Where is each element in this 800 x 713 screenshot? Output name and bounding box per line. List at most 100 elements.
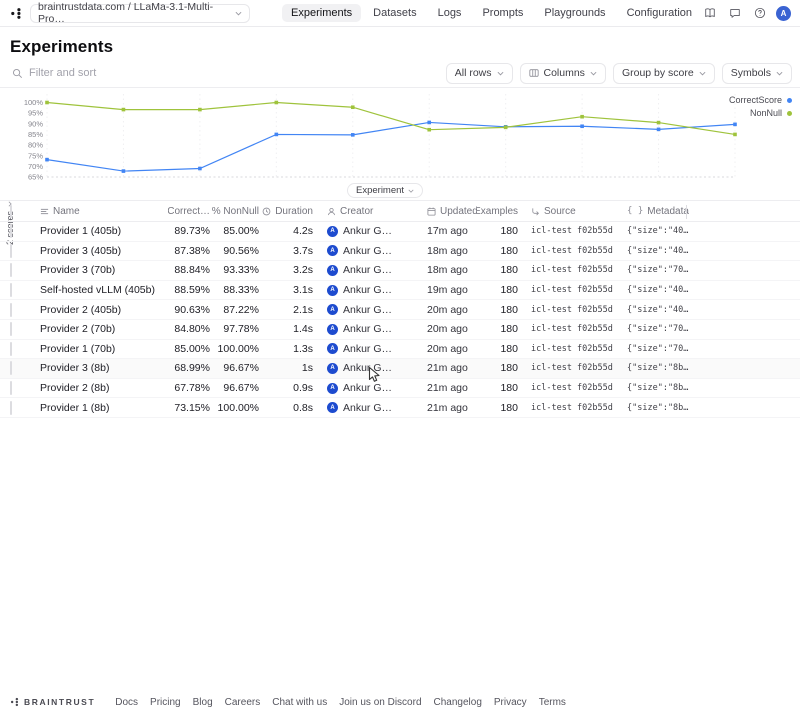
metadata-cell[interactable]: {"size":"70… bbox=[627, 324, 689, 335]
tab-logs[interactable]: Logs bbox=[437, 7, 462, 19]
experiment-name[interactable]: Provider 3 (70b) bbox=[40, 264, 116, 277]
select-all-checkbox[interactable] bbox=[10, 204, 12, 218]
experiment-name[interactable]: Provider 1 (8b) bbox=[40, 401, 110, 414]
row-checkbox[interactable] bbox=[10, 400, 12, 415]
duration: 0.9s bbox=[293, 382, 313, 395]
source-cell[interactable]: icl-test f02b55d bbox=[531, 285, 613, 296]
column-header-examples[interactable]: #Examples bbox=[477, 205, 518, 217]
column-header-nonnull[interactable]: %% NonNull bbox=[211, 205, 259, 217]
source-cell[interactable]: icl-test f02b55d bbox=[531, 383, 613, 394]
footer-link-join-us-on-discord[interactable]: Join us on Discord bbox=[339, 696, 422, 708]
table-row[interactable]: Provider 1 (405b) 89.73% 85.00% 4.2s A Ankur … bbox=[0, 222, 800, 242]
table-row[interactable]: Provider 3 (405b) 87.38% 90.56% 3.7s A Ankur … bbox=[0, 242, 800, 262]
footer-link-privacy[interactable]: Privacy bbox=[493, 696, 527, 708]
experiment-name[interactable]: Provider 1 (405b) bbox=[40, 225, 122, 238]
column-header-correct[interactable]: %% Correct… bbox=[168, 205, 210, 217]
row-checkbox[interactable] bbox=[10, 341, 12, 356]
table-row[interactable]: Provider 1 (70b) 85.00% 100.00% 1.3s A Ankur … bbox=[0, 340, 800, 360]
nav-tabs: Experiments Datasets Logs Prompts Playground… bbox=[282, 4, 701, 22]
metadata-cell[interactable]: {"size":"8b… bbox=[627, 363, 689, 374]
row-checkbox[interactable] bbox=[10, 322, 12, 337]
column-header-source[interactable]: Source bbox=[518, 206, 617, 217]
search-icon bbox=[12, 68, 23, 79]
tab-playgrounds[interactable]: Playgrounds bbox=[544, 7, 606, 19]
row-checkbox[interactable] bbox=[10, 263, 12, 278]
footer-link-terms[interactable]: Terms bbox=[538, 696, 566, 708]
table-body: Provider 1 (405b) 89.73% 85.00% 4.2s A Ankur … bbox=[0, 222, 800, 418]
user-avatar[interactable]: A bbox=[776, 5, 791, 21]
legend-item-correctscore[interactable]: CorrectScore bbox=[729, 95, 792, 105]
source-cell[interactable]: icl-test f02b55d bbox=[531, 363, 613, 374]
metadata-cell[interactable]: {"size":"40… bbox=[627, 245, 689, 256]
row-checkbox[interactable] bbox=[10, 283, 12, 298]
column-resize-handle[interactable] bbox=[686, 205, 687, 219]
all-rows-button[interactable]: All rows bbox=[445, 62, 513, 84]
row-checkbox[interactable] bbox=[10, 381, 12, 396]
experiment-name[interactable]: Provider 2 (405b) bbox=[40, 303, 122, 316]
row-checkbox[interactable] bbox=[10, 224, 12, 239]
source-cell[interactable]: icl-test f02b55d bbox=[531, 402, 613, 413]
filter-search-input[interactable] bbox=[29, 67, 329, 79]
nonnull-score: 85.00% bbox=[223, 225, 259, 238]
footer-link-changelog[interactable]: Changelog bbox=[433, 696, 482, 708]
footer-link-careers[interactable]: Careers bbox=[224, 696, 261, 708]
tab-datasets[interactable]: Datasets bbox=[373, 7, 417, 19]
experiment-name[interactable]: Self-hosted vLLM (405b) bbox=[40, 284, 155, 297]
table-row[interactable]: Provider 1 (8b) 73.15% 100.00% 0.8s A Ankur G… bbox=[0, 398, 800, 418]
source-cell[interactable]: icl-test f02b55d bbox=[531, 265, 613, 276]
column-header-creator[interactable]: Creator bbox=[313, 206, 413, 217]
table-row[interactable]: Self-hosted vLLM (405b) 88.59% 88.33% 3.1s A… bbox=[0, 281, 800, 301]
columns-button[interactable]: Columns bbox=[519, 62, 606, 84]
metadata-cell[interactable]: {"size":"70… bbox=[627, 265, 689, 276]
x-axis-experiment-selector[interactable]: Experiment bbox=[347, 183, 424, 198]
help-circle-icon[interactable] bbox=[751, 4, 769, 22]
tab-configuration[interactable]: Configuration bbox=[626, 7, 692, 19]
footer-link-docs[interactable]: Docs bbox=[115, 696, 139, 708]
table-row[interactable]: Provider 2 (405b) 90.63% 87.22% 2.1s A Ankur … bbox=[0, 300, 800, 320]
experiment-name[interactable]: Provider 3 (8b) bbox=[40, 362, 110, 375]
footer-link-pricing[interactable]: Pricing bbox=[150, 696, 181, 708]
tab-experiments[interactable]: Experiments bbox=[282, 4, 362, 22]
metadata-cell[interactable]: {"size":"8b… bbox=[627, 402, 689, 413]
table-row[interactable]: Provider 3 (8b) 68.99% 96.67% 1s A Ankur G… 21… bbox=[0, 359, 800, 379]
row-checkbox[interactable] bbox=[10, 243, 12, 258]
table-row[interactable]: Provider 3 (70b) 88.84% 93.33% 3.2s A Ankur G… bbox=[0, 261, 800, 281]
source-cell[interactable]: icl-test f02b55d bbox=[531, 245, 613, 256]
source-cell[interactable]: icl-test f02b55d bbox=[531, 324, 613, 335]
creator-name: Ankur G… bbox=[343, 323, 393, 336]
table-row[interactable]: Provider 2 (70b) 84.80% 97.78% 1.4s A Ankur G… bbox=[0, 320, 800, 340]
source-cell[interactable]: icl-test f02b55d bbox=[531, 343, 613, 354]
symbols-button[interactable]: Symbols bbox=[721, 62, 792, 84]
column-header-updated[interactable]: Updated bbox=[413, 206, 477, 217]
row-checkbox[interactable] bbox=[10, 302, 12, 317]
scores-chart[interactable]: 100% 95%90% 85% 80%75% 70% 65% bbox=[0, 88, 800, 200]
docs-book-icon[interactable] bbox=[701, 4, 719, 22]
footer-link-chat-with-us[interactable]: Chat with us bbox=[272, 696, 328, 708]
group-by-score-button[interactable]: Group by score bbox=[612, 62, 715, 84]
column-header-name[interactable]: Name bbox=[32, 206, 168, 217]
metadata-cell[interactable]: {"size":"40… bbox=[627, 304, 689, 315]
experiment-name[interactable]: Provider 2 (70b) bbox=[40, 323, 116, 336]
filter-search[interactable] bbox=[12, 67, 446, 79]
column-header-metadata[interactable]: { } Metadata bbox=[627, 205, 689, 217]
experiment-name[interactable]: Provider 2 (8b) bbox=[40, 382, 110, 395]
table-row[interactable]: Provider 2 (8b) 67.78% 96.67% 0.9s A Ankur G…… bbox=[0, 379, 800, 399]
project-breadcrumb[interactable]: braintrustdata.com / LLaMa-3.1-Multi-Pro… bbox=[30, 1, 251, 25]
x-axis-label: Experiment bbox=[356, 185, 405, 196]
source-cell[interactable]: icl-test f02b55d bbox=[531, 226, 613, 237]
metadata-cell[interactable]: {"size":"70… bbox=[627, 343, 689, 354]
tab-prompts[interactable]: Prompts bbox=[482, 7, 524, 19]
legend-item-nonnull[interactable]: NonNull bbox=[750, 108, 792, 118]
metadata-cell[interactable]: {"size":"40… bbox=[627, 226, 689, 237]
row-checkbox[interactable] bbox=[10, 361, 12, 376]
creator-name: Ankur G… bbox=[343, 284, 393, 297]
column-header-duration[interactable]: Duration bbox=[259, 206, 313, 217]
source-cell[interactable]: icl-test f02b55d bbox=[531, 304, 613, 315]
experiment-name[interactable]: Provider 3 (405b) bbox=[40, 244, 122, 257]
feedback-chat-icon[interactable] bbox=[726, 4, 744, 22]
metadata-cell[interactable]: {"size":"40… bbox=[627, 285, 689, 296]
y-axis-scores-selector[interactable]: 2 scores bbox=[3, 188, 17, 258]
experiment-name[interactable]: Provider 1 (70b) bbox=[40, 342, 116, 355]
metadata-cell[interactable]: {"size":"8b… bbox=[627, 383, 689, 394]
footer-link-blog[interactable]: Blog bbox=[192, 696, 213, 708]
